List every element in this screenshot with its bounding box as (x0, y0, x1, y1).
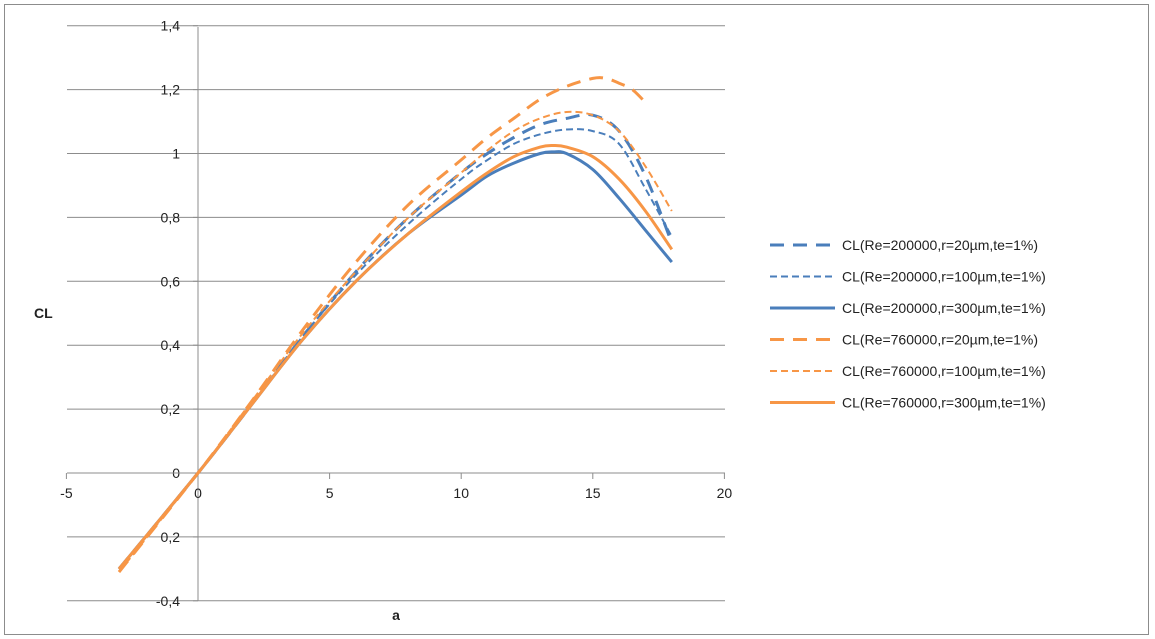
x-tick-label-0: -5 (60, 485, 73, 501)
x-axis-title: a (392, 607, 400, 623)
series-line-1 (118, 128, 673, 570)
x-tick-label-3: 10 (453, 485, 469, 501)
chart-frame (4, 4, 1149, 635)
y-tick-label-3: 0,2 (161, 401, 181, 417)
y-tick-label-6: 0,8 (161, 209, 181, 225)
y-tick-label-9: 1,4 (161, 18, 181, 34)
y-tick-label-5: 0,6 (161, 273, 181, 289)
y-tick-label-8: 1,2 (161, 82, 181, 98)
y-axis-title: CL (34, 305, 53, 321)
series-line-2 (117, 150, 673, 570)
legend-label-1: CL(Re=200000,r=100µm,te=1%) (842, 269, 1046, 285)
legend-label-0: CL(Re=200000,r=20µm,te=1%) (842, 237, 1038, 253)
legend-label-4: CL(Re=760000,r=100µm,te=1%) (842, 363, 1046, 379)
series-line-5 (117, 143, 674, 570)
x-tick-label-2: 5 (326, 485, 334, 501)
y-tick-label-1: 0,2 (161, 529, 181, 545)
axes: -0,40,200,20,40,60,811,21,4-5 0 5 10 15 20 (60, 18, 732, 609)
y-tick-label-4: 0,4 (161, 337, 181, 353)
x-tick-label-1: 0 (194, 485, 202, 501)
legend-label-5: CL(Re=760000,r=300µm,te=1%) (842, 395, 1046, 411)
series-layer (117, 76, 674, 573)
x-tick-label-4: 15 (585, 485, 601, 501)
y-tick-label-0: -0,4 (156, 593, 180, 609)
legend: CL(Re=200000,r=20µm,te=1%) CL(Re=200000,r… (770, 237, 1046, 411)
legend-label-2: CL(Re=200000,r=300µm,te=1%) (842, 300, 1046, 316)
series-line-4 (118, 110, 673, 573)
legend-label-3: CL(Re=760000,r=20µm,te=1%) (842, 332, 1038, 348)
x-tick-label-5: 20 (717, 485, 733, 501)
y-tick-label-7: 1 (172, 146, 180, 162)
